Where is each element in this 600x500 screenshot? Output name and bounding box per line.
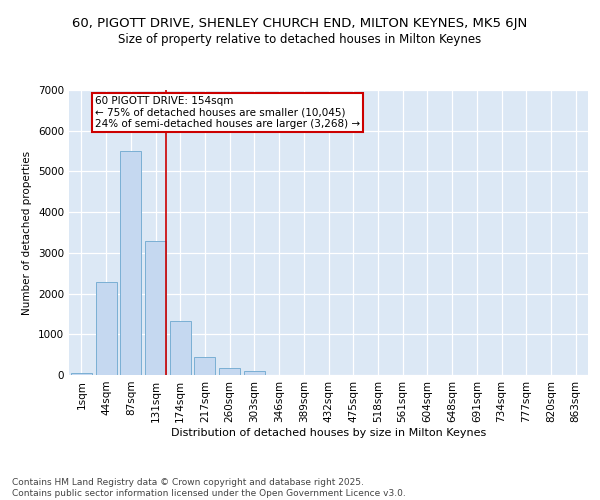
Bar (194, 358, 215, 375)
Bar (95, 282, 116, 375)
Bar (170, 322, 191, 375)
Bar (219, 368, 240, 375)
Text: Size of property relative to detached houses in Milton Keynes: Size of property relative to detached ho… (118, 32, 482, 46)
Bar (120, 151, 141, 375)
Y-axis label: Number of detached properties: Number of detached properties (22, 150, 32, 314)
X-axis label: Distribution of detached houses by size in Milton Keynes: Distribution of detached houses by size … (171, 428, 486, 438)
Bar (244, 370, 265, 375)
Text: 60 PIGOTT DRIVE: 154sqm
← 75% of detached houses are smaller (10,045)
24% of sem: 60 PIGOTT DRIVE: 154sqm ← 75% of detache… (95, 96, 360, 129)
Bar (145, 240, 166, 375)
Text: Contains HM Land Registry data © Crown copyright and database right 2025.
Contai: Contains HM Land Registry data © Crown c… (12, 478, 406, 498)
Text: 60, PIGOTT DRIVE, SHENLEY CHURCH END, MILTON KEYNES, MK5 6JN: 60, PIGOTT DRIVE, SHENLEY CHURCH END, MI… (73, 18, 527, 30)
Bar (71, 373, 92, 375)
